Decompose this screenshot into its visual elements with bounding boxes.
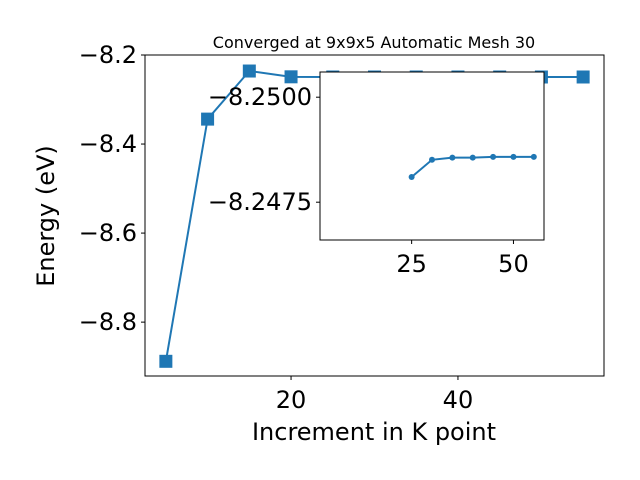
y-tick-label: −8.2500: [208, 83, 312, 111]
marker: [284, 70, 298, 84]
x-tick-label: 25: [396, 250, 427, 278]
x-tick-label: 40: [443, 386, 474, 414]
x-tick-label: 50: [498, 250, 529, 278]
x-tick-label: 20: [276, 386, 307, 414]
marker: [576, 70, 590, 84]
marker: [530, 153, 537, 160]
chart-title: Converged at 9x9x5 Automatic Mesh 30: [213, 33, 535, 52]
y-tick-label: −8.8: [79, 308, 137, 336]
marker: [159, 354, 173, 368]
marker: [201, 112, 215, 126]
marker: [429, 156, 435, 163]
marker: [242, 64, 256, 78]
series-group: [408, 153, 537, 180]
marker: [469, 154, 476, 161]
y-tick-label: −8.6: [79, 219, 137, 247]
marker: [490, 153, 497, 160]
x-axis-label: Increment in K point: [252, 418, 496, 446]
y-tick-label: −8.4: [79, 130, 137, 158]
marker: [510, 153, 517, 160]
marker: [449, 154, 456, 161]
y-tick-label: −8.2475: [208, 188, 312, 216]
marker: [408, 174, 415, 180]
y-axis-label: Energy (eV): [32, 145, 60, 287]
y-tick-label: −8.2: [79, 41, 137, 69]
